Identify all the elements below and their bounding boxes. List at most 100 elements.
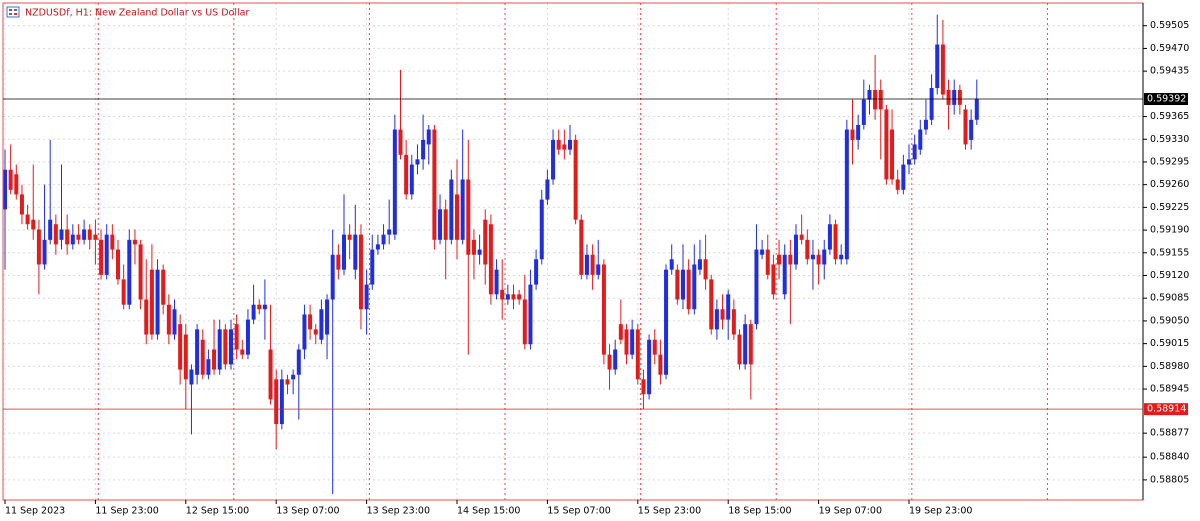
icon-frame (6, 6, 20, 18)
candle-body (844, 129, 849, 260)
candle-body (765, 249, 770, 275)
icon-cell (14, 9, 17, 11)
x-tick-label: 12 Sep 15:00 (186, 506, 249, 517)
candle-body (48, 219, 53, 240)
candle-body (618, 324, 623, 340)
candle-body (890, 129, 895, 180)
candle-body (471, 239, 476, 255)
candle-body (342, 234, 346, 270)
candle-body (692, 264, 697, 310)
x-tick-label: 13 Sep 07:00 (276, 506, 339, 517)
candle-body (816, 254, 821, 265)
candle-body (833, 224, 838, 260)
candle-body (217, 329, 222, 370)
candle-body (127, 239, 132, 305)
candle-body (234, 324, 239, 350)
candle-body (381, 234, 386, 245)
candle-body (794, 234, 798, 265)
x-tick-label: 18 Sep 15:00 (728, 506, 791, 517)
candle-body (87, 229, 92, 240)
candle-body (912, 144, 917, 160)
candle-body (511, 294, 516, 300)
candle-body (183, 334, 188, 380)
candle-body (76, 234, 81, 240)
y-tick-label: 0.59295 (1150, 156, 1189, 167)
x-tick-label: 15 Sep 07:00 (547, 506, 610, 517)
candle-body (850, 129, 855, 140)
candle-body (144, 299, 149, 335)
candle-body (99, 239, 104, 275)
candle-body (714, 309, 719, 330)
candle-body (652, 339, 657, 355)
candle-body (370, 249, 375, 285)
candle-body (189, 369, 194, 385)
y-tick-label: 0.59120 (1150, 270, 1189, 281)
candle-body (251, 304, 256, 320)
candle-body (82, 229, 87, 240)
candle-body (155, 269, 160, 335)
candle-body (302, 314, 307, 350)
candle-body (398, 129, 403, 155)
candle-body (923, 119, 928, 130)
candle-body (703, 259, 708, 280)
candle-body (760, 249, 765, 255)
candle-body (861, 99, 866, 125)
candle-body (720, 309, 725, 320)
candle-body (884, 109, 889, 180)
y-tick-label: 0.59050 (1150, 315, 1189, 326)
grid-layer (3, 3, 1143, 500)
candle-body (952, 89, 957, 105)
candle-body (460, 179, 465, 240)
candle-body (974, 99, 979, 120)
candle-body (421, 139, 426, 160)
candle-body (296, 349, 301, 375)
candle-body (245, 319, 250, 355)
candle-body (963, 109, 968, 145)
candle-body (353, 234, 358, 270)
candle-body (36, 229, 41, 265)
candle-body (285, 379, 290, 385)
candle-body (946, 89, 951, 105)
candle-body (161, 269, 166, 305)
candle-body (748, 324, 753, 365)
candle-body (681, 269, 685, 300)
candle-body (409, 164, 414, 195)
candle-body (229, 329, 233, 365)
candle-body (562, 144, 567, 150)
candle-body (647, 339, 652, 395)
candle-body (940, 44, 945, 95)
candle-body (799, 234, 804, 240)
y-tick-label: 0.59085 (1150, 293, 1189, 304)
candle-body (777, 254, 782, 265)
candle-body (743, 324, 748, 365)
y-tick-label: 0.58945 (1150, 384, 1189, 395)
symbol-icon (6, 6, 20, 18)
candle-body (404, 154, 409, 195)
candle-body (65, 229, 70, 245)
candle-body (206, 359, 211, 375)
candle-body (641, 379, 646, 395)
candle-body (568, 139, 572, 150)
y-tick-label: 0.59015 (1150, 338, 1189, 349)
candle-body (929, 87, 934, 120)
candle-body (3, 169, 7, 210)
candle-body (268, 349, 273, 400)
candle-body (53, 224, 58, 245)
candle-body (387, 229, 392, 235)
candle-body (477, 249, 482, 255)
candle-body (545, 179, 550, 200)
candle-body (856, 124, 861, 140)
candle-body (336, 254, 341, 270)
candle-body (308, 314, 313, 330)
candle-body (675, 269, 680, 300)
candle-body (257, 304, 262, 310)
candle-body (138, 244, 143, 300)
candle-body (443, 209, 448, 240)
candle-body (132, 239, 137, 245)
candle-body (223, 329, 228, 365)
candle-body (313, 329, 318, 335)
candle-body (121, 279, 126, 305)
